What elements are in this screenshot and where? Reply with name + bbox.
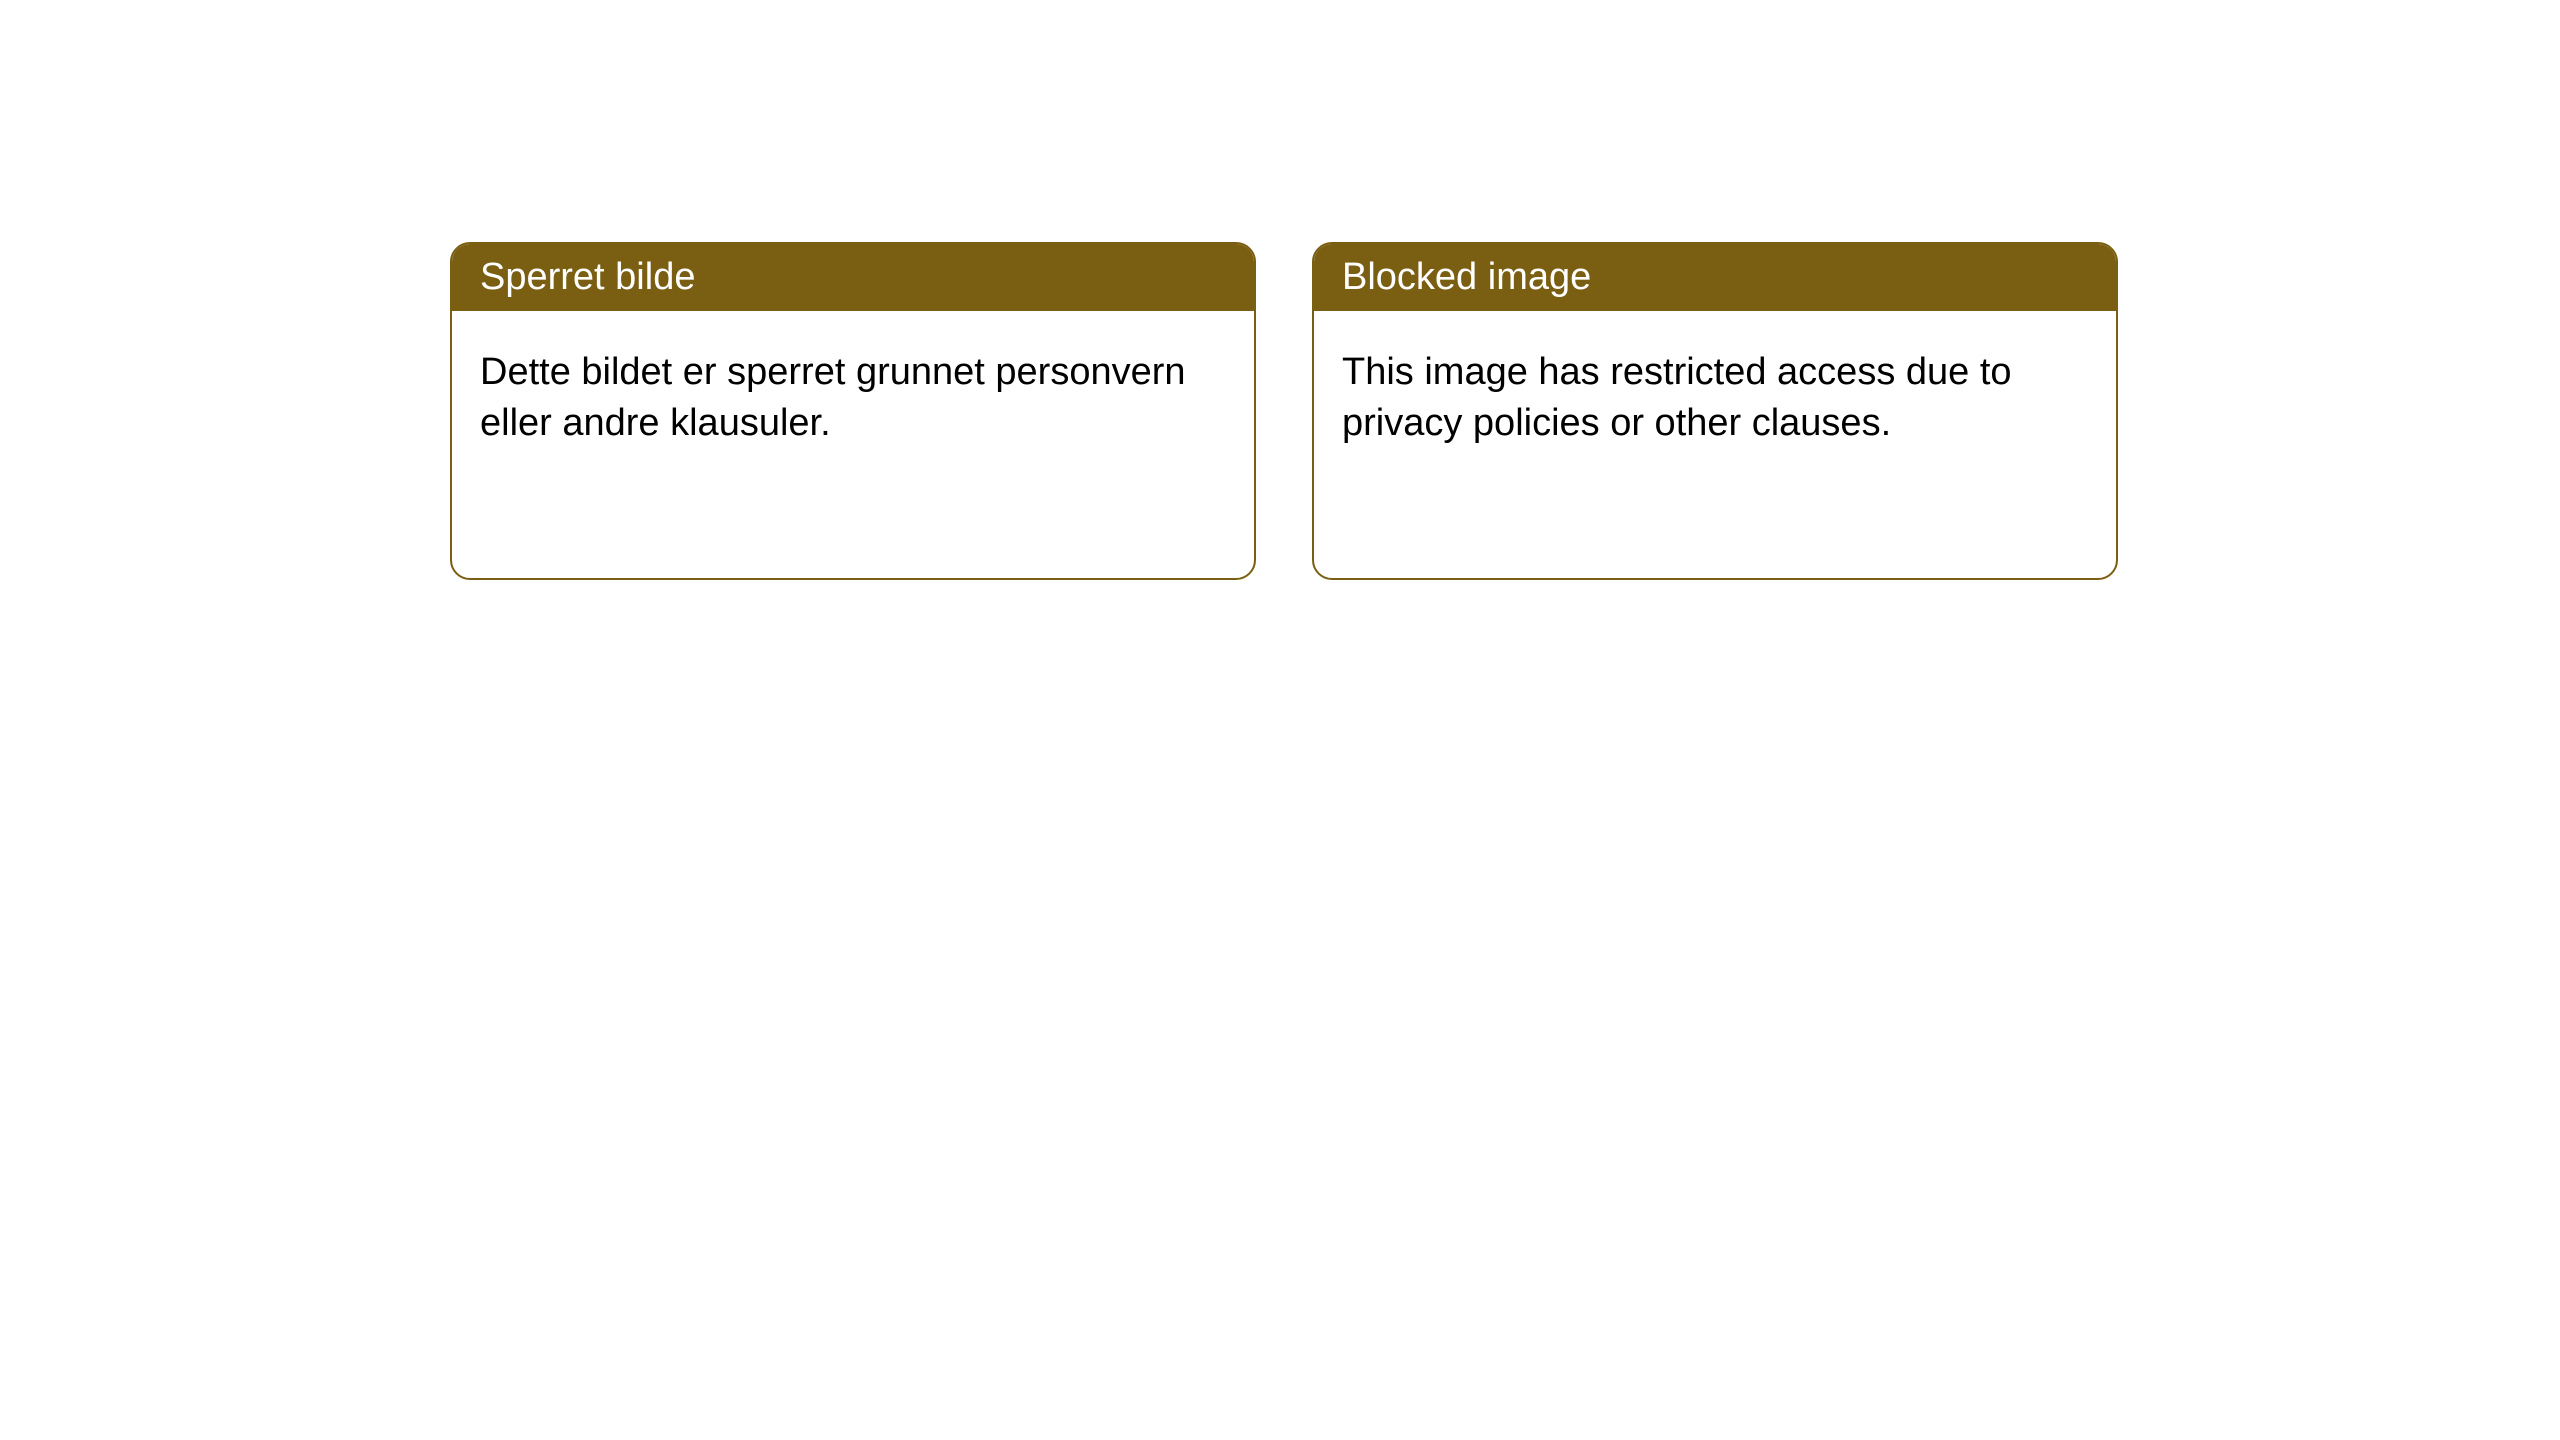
notice-container: Sperret bilde Dette bildet er sperret gr… xyxy=(0,0,2560,580)
notice-card-en: Blocked image This image has restricted … xyxy=(1312,242,2118,580)
notice-title-no: Sperret bilde xyxy=(452,244,1254,311)
notice-card-no: Sperret bilde Dette bildet er sperret gr… xyxy=(450,242,1256,580)
notice-title-en: Blocked image xyxy=(1314,244,2116,311)
notice-body-no: Dette bildet er sperret grunnet personve… xyxy=(452,311,1254,486)
notice-body-en: This image has restricted access due to … xyxy=(1314,311,2116,486)
